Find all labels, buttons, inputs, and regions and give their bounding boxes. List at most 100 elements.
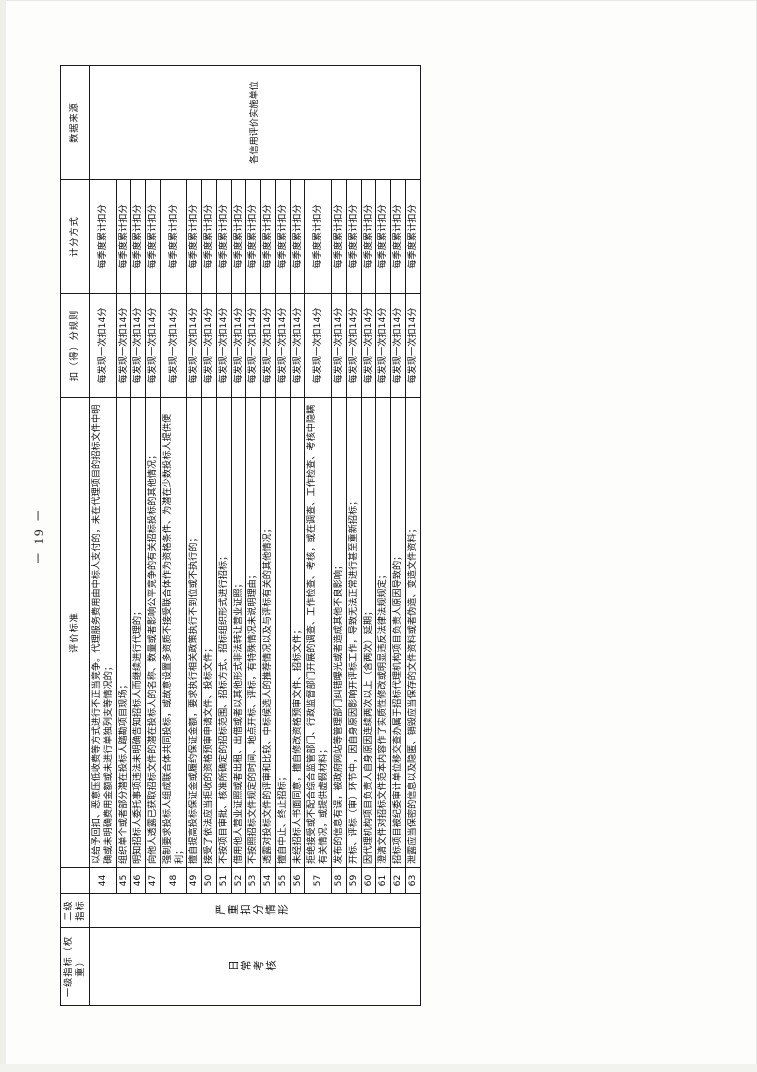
- calculation-method: 每季度累计扣分: [201, 179, 217, 294]
- row-number: 58: [331, 867, 347, 894]
- criteria-text: 以给予回扣、恶意压低收费等方式进行不正当竞争。代理服务费用由中标人支付的，未在代…: [89, 397, 117, 868]
- calculation-method: 每季度累计扣分: [346, 179, 362, 294]
- table-row: 57 拒绝接受或不配合综合监管部门、行政监督部门开展的调查、工作检查、考核，或在调…: [304, 66, 332, 1006]
- criteria-text: 擅自提高投标保证金或履约保证金额，要求执行相关政策执行不到位或不执行的；: [186, 397, 202, 868]
- calculation-method: 每季度累计扣分: [116, 179, 131, 294]
- calculation-method: 每季度累计扣分: [361, 179, 376, 294]
- scoring-rule: 每发现一次扣14分: [275, 293, 291, 398]
- scoring-rule: 每发现一次扣14分: [89, 293, 117, 398]
- table-row: 51 不按项目审批、核准所确定的招标范围、招标方式、招标组织形式进行招标； 每发现一…: [216, 66, 232, 1006]
- scoring-rule: 每发现一次扣14分: [245, 293, 261, 398]
- criteria-text: 不按项目审批、核准所确定的招标范围、招标方式、招标组织形式进行招标；: [216, 397, 232, 868]
- criteria-text: 发布的信息有误，被政府网站等管理部门纠错曝光或者造成其他不良影响；: [331, 397, 347, 868]
- scoring-rule: 每发现一次扣14分: [405, 293, 421, 398]
- evaluation-criteria-table: 一级指标（权重） 二级指标 评价标准 扣（得）分规则 计分方式 数据来源 日常考…: [60, 65, 421, 1006]
- criteria-text: 泄露应当保密的信息以及隐匿、销毁应当保存的文件资料或者伪造、变造文件资料；: [405, 397, 421, 868]
- calculation-method: 每季度累计扣分: [89, 179, 117, 294]
- header-source: 数据来源: [60, 65, 90, 180]
- row-number: 44: [89, 867, 117, 894]
- table-row: 52 借用他人营业证照或者出租、出借或者以其他形式非法转让营业证照； 每发现一次扣1…: [231, 66, 246, 1006]
- table-header-row: 一级指标（权重） 二级指标 评价标准 扣（得）分规则 计分方式 数据来源: [60, 65, 90, 1006]
- scoring-rule: 每发现一次扣14分: [160, 293, 187, 398]
- row-number: 57: [304, 867, 332, 894]
- row-number: 63: [405, 867, 421, 894]
- calculation-method: 每季度累计扣分: [275, 179, 291, 294]
- table-row: 58 发布的信息有误，被政府网站等管理部门纠错曝光或者造成其他不良影响； 每发现一次…: [331, 66, 347, 1006]
- calculation-method: 每季度累计扣分: [160, 179, 187, 294]
- row-number: 47: [145, 867, 161, 894]
- scoring-rule: 每发现一次扣14分: [186, 293, 202, 398]
- scoring-rule: 每发现一次扣14分: [304, 293, 332, 398]
- table-row: 46 明知招标人委托事项违法未明确告知招标人而继续进行代理的； 每发现一次扣14分每…: [130, 66, 146, 1006]
- header-rule: 扣（得）分规则: [60, 293, 90, 398]
- header-criteria: 评价标准: [60, 397, 90, 868]
- criteria-text: 开标、评标（审）环节中，因自身原因影响开评标工作，导致无法正常进行甚至重新招标；: [346, 397, 362, 868]
- calculation-method: 每季度累计扣分: [216, 179, 232, 294]
- row-number: 53: [245, 867, 261, 894]
- calculation-method: 每季度累计扣分: [260, 179, 276, 294]
- header-level2: 二级指标: [60, 893, 90, 928]
- row-number: 50: [201, 867, 217, 894]
- scoring-rule: 每发现一次扣14分: [331, 293, 347, 398]
- table-row: 54 透露对投标文件的评审和比较、中标候选人的推荐情况以及与评标有关的其他情况；每…: [260, 66, 276, 1006]
- scoring-rule: 每发现一次扣14分: [260, 293, 276, 398]
- scoring-rule: 每发现一次扣14分: [145, 293, 161, 398]
- scoring-rule: 每发现一次扣14分: [361, 293, 376, 398]
- calculation-method: 每季度累计扣分: [231, 179, 246, 294]
- calculation-method: 每季度累计扣分: [331, 179, 347, 294]
- scoring-rule: 每发现一次扣14分: [201, 293, 217, 398]
- criteria-text: 明知招标人委托事项违法未明确告知招标人而继续进行代理的；: [130, 397, 146, 868]
- table-row: 49 擅自提高投标保证金或履约保证金额，要求执行相关政策执行不到位或不执行的； 每发…: [186, 66, 202, 1006]
- calculation-method: 每季度累计扣分: [245, 179, 261, 294]
- level2-indicator-cell: 严重扣分情形: [89, 893, 421, 928]
- data-source-cell: 各信用评价实施单位: [89, 65, 421, 180]
- page-number: － 19 －: [31, 507, 46, 565]
- table-row: 59 开标、评标（审）环节中，因自身原因影响开评标工作，导致无法正常进行甚至重新招…: [346, 66, 362, 1006]
- table-row: 53 不按照招标文件规定的时间、地点开标、评标，有特殊情况未说明理由； 每发现一次扣…: [245, 66, 261, 1006]
- level1-indicator-label: 日常考核: [227, 960, 278, 972]
- criteria-text: 借用他人营业证照或者出租、出借或者以其他形式非法转让营业证照；: [231, 397, 246, 868]
- scoring-rule: 每发现一次扣14分: [290, 293, 305, 398]
- table-row: 45 组织单个或者部分潜在投标人踏勘项目现场； 每发现一次扣14分 每季度累计扣分: [116, 66, 131, 1006]
- row-number: 54: [260, 867, 276, 894]
- criteria-text: 强制要求投标人组成联合体共同投标，或故意设置多资质不接受联合体作为资格条件、为潜…: [160, 397, 187, 868]
- scoring-rule: 每发现一次扣14分: [116, 293, 131, 398]
- calculation-method: 每季度累计扣分: [390, 179, 406, 294]
- header-level1: 一级指标（权重）: [60, 927, 90, 1006]
- table-row: 60 因代理机构项目负责人自身原因连续两次以上（含两次）延期； 每发现一次扣14分每…: [361, 66, 376, 1006]
- calculation-method: 每季度累计扣分: [130, 179, 146, 294]
- row-number: 61: [375, 867, 391, 894]
- criteria-text: 接受了依法应当拒收的资格预审申请文件、投标文件；: [201, 397, 217, 868]
- table-row: 47 向他人透露已获取招标文件的潜在投标人的名称、数量或者影响公平竞争的有关招标投…: [145, 66, 161, 1006]
- scan-edge-left: [0, 0, 6, 1072]
- table-row: 61 澄清文件对招标文件范本内容作了实质性修改或明显违反法律法规规定； 每发现一次扣…: [375, 66, 391, 1006]
- row-number: 46: [130, 867, 146, 894]
- table-row: 55 擅自中止、终止招标； 每发现一次扣14分 每季度累计扣分: [275, 66, 291, 1006]
- row-number: 56: [290, 867, 305, 894]
- criteria-text: 透露对投标文件的评审和比较、中标候选人的推荐情况以及与评标有关的其他情况；: [260, 397, 276, 868]
- row-number: 60: [361, 867, 376, 894]
- criteria-text: 擅自中止、终止招标；: [275, 397, 291, 868]
- header-calc: 计分方式: [60, 179, 90, 294]
- calculation-method: 每季度累计扣分: [145, 179, 161, 294]
- criteria-text: 组织单个或者部分潜在投标人踏勘项目现场；: [116, 397, 131, 868]
- scoring-rule: 每发现一次扣14分: [346, 293, 362, 398]
- scoring-rule: 每发现一次扣14分: [390, 293, 406, 398]
- scoring-rule: 每发现一次扣14分: [231, 293, 246, 398]
- calculation-method: 每季度累计扣分: [375, 179, 391, 294]
- calculation-method: 每季度累计扣分: [186, 179, 202, 294]
- criteria-text: 不按照招标文件规定的时间、地点开标、评标，有特殊情况未说明理由；: [245, 397, 261, 868]
- criteria-text: 招标项目被纪委审计单位移交查办属于招标代理机构项目负责人原因导致的；: [390, 397, 406, 868]
- criteria-text: 向他人透露已获取招标文件的潜在投标人的名称、数量或者影响公平竞争的有关招标投标的…: [145, 397, 161, 868]
- table-row: 50 接受了依法应当拒收的资格预审申请文件、投标文件； 每发现一次扣14分 每季度累计…: [201, 66, 217, 1006]
- scoring-rule: 每发现一次扣14分: [375, 293, 391, 398]
- calculation-method: 每季度累计扣分: [290, 179, 305, 294]
- row-number: 51: [216, 867, 232, 894]
- table-row: 62 招标项目被纪委审计单位移交查办属于招标代理机构项目负责人原因导致的； 每发现一…: [390, 66, 406, 1006]
- table-body: 日常考核 严重扣分情形 44 以给予回扣、恶意压低收费等方式进行不正当竞争。代理服务费…: [89, 65, 421, 1006]
- row-number: 59: [346, 867, 362, 894]
- table-row: 56 未经招标人书面同意，擅自修改资格预审文件、招标文件； 每发现一次扣14分 每季度…: [290, 66, 305, 1006]
